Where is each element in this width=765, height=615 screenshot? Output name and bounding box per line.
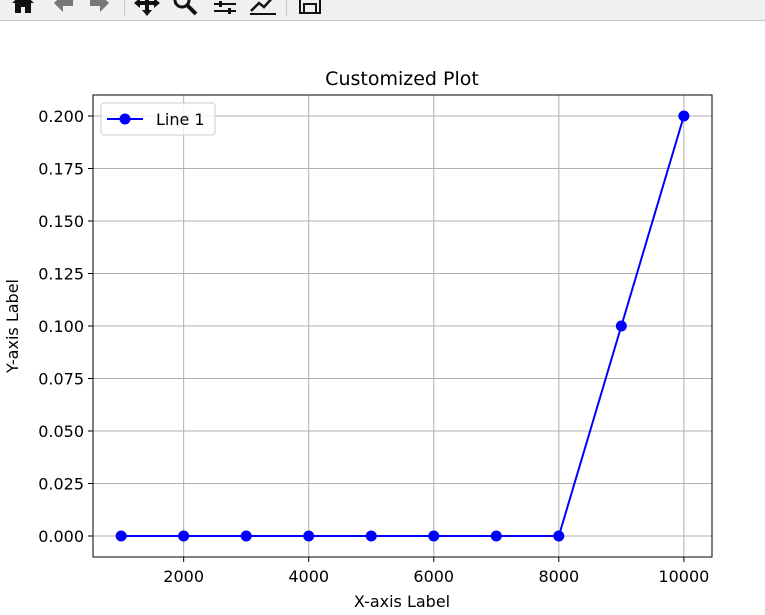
axes: 2000 4000 6000 8000 10000 0.000 0.025 0.050 0.07… (38, 94, 713, 586)
pan-icon (134, 0, 160, 16)
y-tick-label: 0.075 (38, 370, 84, 389)
legend-box (100, 102, 216, 136)
y-axis-label: Y-axis Label (3, 279, 22, 374)
y-tick-label: 0.050 (38, 422, 84, 441)
x-tick-label: 6000 (413, 567, 454, 586)
data-series (115, 110, 690, 542)
toolbar-separator (124, 0, 125, 16)
data-point (428, 530, 440, 542)
forward-icon (90, 0, 109, 12)
toolbar (0, 0, 765, 21)
y-tick-label: 0.175 (38, 160, 84, 179)
back-button[interactable] (48, 0, 78, 18)
y-tick-label: 0.000 (38, 527, 84, 546)
data-point (553, 530, 565, 542)
x-tick-label: 4000 (288, 567, 329, 586)
toolbar-separator (286, 0, 287, 16)
legend-label: Line 1 (156, 110, 205, 129)
chart-title: Customized Plot (325, 68, 479, 90)
legend-marker (119, 113, 131, 125)
data-point (303, 530, 315, 542)
y-tick-label: 0.150 (38, 212, 84, 231)
data-point (490, 530, 502, 542)
save-icon (299, 0, 321, 14)
zoom-icon (173, 0, 198, 16)
y-tick-label: 0.100 (38, 317, 84, 336)
save-button[interactable] (295, 0, 325, 18)
back-icon (54, 0, 73, 12)
data-point (615, 320, 627, 332)
data-point (365, 530, 377, 542)
data-point (240, 530, 252, 542)
data-point (178, 530, 190, 542)
data-point (678, 110, 690, 122)
x-tick-label: 10000 (658, 567, 709, 586)
home-icon (12, 0, 34, 13)
legend: Line 1 (100, 102, 216, 136)
x-tick-label: 2000 (163, 567, 204, 586)
edit-axis-button[interactable] (248, 0, 278, 18)
home-button[interactable] (8, 0, 38, 18)
x-tick-label: 8000 (538, 567, 579, 586)
y-tick-label: 0.125 (38, 265, 84, 284)
forward-button[interactable] (85, 0, 115, 18)
series-line (121, 115, 685, 537)
configure-subplots-icon (214, 1, 236, 14)
y-tick-label: 0.200 (38, 107, 84, 126)
configure-subplots-button[interactable] (210, 0, 240, 18)
line-chart: Customized Plot 2000 4000 6000 8000 10000 0.0… (3, 68, 713, 611)
zoom-button[interactable] (170, 0, 200, 18)
y-tick-label: 0.025 (38, 475, 84, 494)
pan-button[interactable] (132, 0, 162, 18)
edit-axis-icon (250, 0, 276, 15)
data-point (115, 530, 127, 542)
x-axis-label: X-axis Label (354, 592, 450, 611)
